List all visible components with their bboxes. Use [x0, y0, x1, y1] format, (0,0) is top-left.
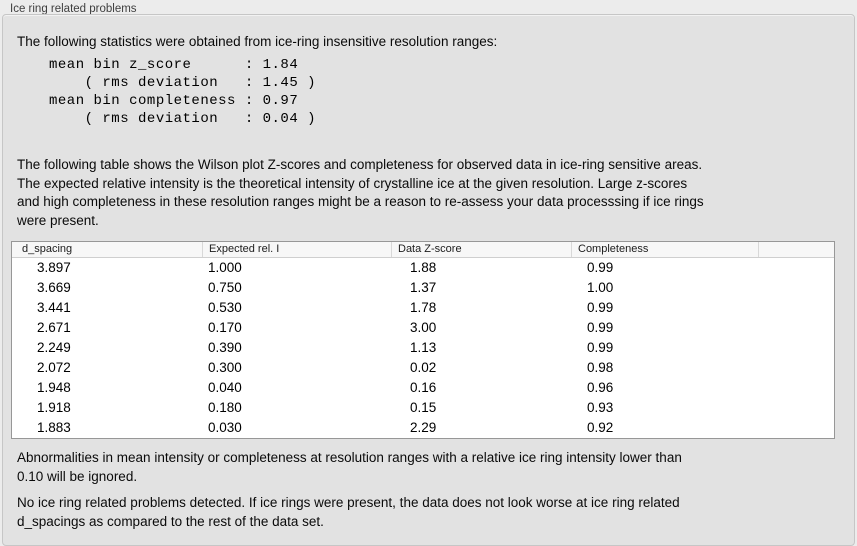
- table-cell[interactable]: 0.300: [208, 360, 242, 375]
- table-cell[interactable]: 2.671: [37, 320, 71, 335]
- table-row[interactable]: 3.441 0.530 1.78 0.99: [12, 298, 834, 318]
- ice-ring-table: d_spacing Expected rel. I Data Z-score C…: [11, 241, 835, 439]
- table-cell[interactable]: 1.88: [410, 260, 437, 275]
- table-cell[interactable]: 3.00: [410, 320, 437, 335]
- table-cell[interactable]: 1.00: [587, 280, 614, 295]
- table-row[interactable]: 2.249 0.390 1.13 0.99: [12, 338, 834, 358]
- table-cell[interactable]: 0.99: [587, 320, 614, 335]
- table-body: 3.897 1.000 1.88 0.99 3.669 0.750 1.37 1.00 3.44…: [12, 258, 834, 438]
- table-row[interactable]: 3.669 0.750 1.37 1.00: [12, 278, 834, 298]
- table-row[interactable]: 3.897 1.000 1.88 0.99: [12, 258, 834, 278]
- table-cell[interactable]: 0.99: [587, 260, 614, 275]
- table-cell[interactable]: 1.37: [410, 280, 437, 295]
- table-cell[interactable]: 0.02: [410, 360, 437, 375]
- table-row[interactable]: 2.072 0.300 0.02 0.98: [12, 358, 834, 378]
- column-header-data-z-score[interactable]: Data Z-score: [391, 242, 571, 257]
- table-cell[interactable]: 0.15: [410, 400, 437, 415]
- table-cell[interactable]: 1.883: [37, 420, 71, 435]
- table-cell[interactable]: 0.99: [587, 340, 614, 355]
- ice-ring-panel: The following statistics were obtained f…: [2, 14, 855, 546]
- table-cell[interactable]: 0.170: [208, 320, 242, 335]
- table-cell[interactable]: 0.390: [208, 340, 242, 355]
- table-cell[interactable]: 0.99: [587, 300, 614, 315]
- table-cell[interactable]: 3.441: [37, 300, 71, 315]
- column-header-d-spacing[interactable]: d_spacing: [22, 243, 73, 255]
- table-cell[interactable]: 0.96: [587, 380, 614, 395]
- column-header-empty[interactable]: [758, 242, 834, 257]
- table-cell[interactable]: 3.669: [37, 280, 71, 295]
- table-cell[interactable]: 3.897: [37, 260, 71, 275]
- table-cell[interactable]: 0.750: [208, 280, 242, 295]
- table-cell[interactable]: 0.16: [410, 380, 437, 395]
- ignore-note: Abnormalities in mean intensity or compl…: [17, 450, 682, 484]
- table-row[interactable]: 2.671 0.170 3.00 0.99: [12, 318, 834, 338]
- table-cell[interactable]: 1.948: [37, 380, 71, 395]
- table-cell[interactable]: 2.249: [37, 340, 71, 355]
- table-cell[interactable]: 1.13: [410, 340, 437, 355]
- table-cell[interactable]: 2.29: [410, 420, 437, 435]
- table-cell[interactable]: 0.530: [208, 300, 242, 315]
- column-header-completeness[interactable]: Completeness: [571, 242, 758, 257]
- intro-text: The following statistics were obtained f…: [17, 34, 498, 49]
- table-header-row: d_spacing Expected rel. I Data Z-score C…: [12, 242, 834, 258]
- table-cell[interactable]: 2.072: [37, 360, 71, 375]
- column-header-expected-rel-i[interactable]: Expected rel. I: [202, 242, 391, 257]
- table-row[interactable]: 1.948 0.040 0.16 0.96: [12, 378, 834, 398]
- table-cell[interactable]: 0.98: [587, 360, 614, 375]
- table-cell[interactable]: 0.040: [208, 380, 242, 395]
- conclusion-text: No ice ring related problems detected. I…: [17, 495, 680, 529]
- table-cell[interactable]: 1.000: [208, 260, 242, 275]
- table-cell[interactable]: 1.78: [410, 300, 437, 315]
- table-description: The following table shows the Wilson plo…: [17, 157, 704, 228]
- table-cell[interactable]: 0.030: [208, 420, 242, 435]
- table-cell[interactable]: 0.92: [587, 420, 614, 435]
- table-cell[interactable]: 0.180: [208, 400, 242, 415]
- table-row[interactable]: 1.918 0.180 0.15 0.93: [12, 398, 834, 418]
- stats-block: mean bin z_score : 1.84 ( rms deviation …: [49, 57, 317, 127]
- table-cell[interactable]: 1.918: [37, 400, 71, 415]
- table-row[interactable]: 1.883 0.030 2.29 0.92: [12, 418, 834, 438]
- table-cell[interactable]: 0.93: [587, 400, 614, 415]
- panel-title: Ice ring related problems: [10, 3, 137, 15]
